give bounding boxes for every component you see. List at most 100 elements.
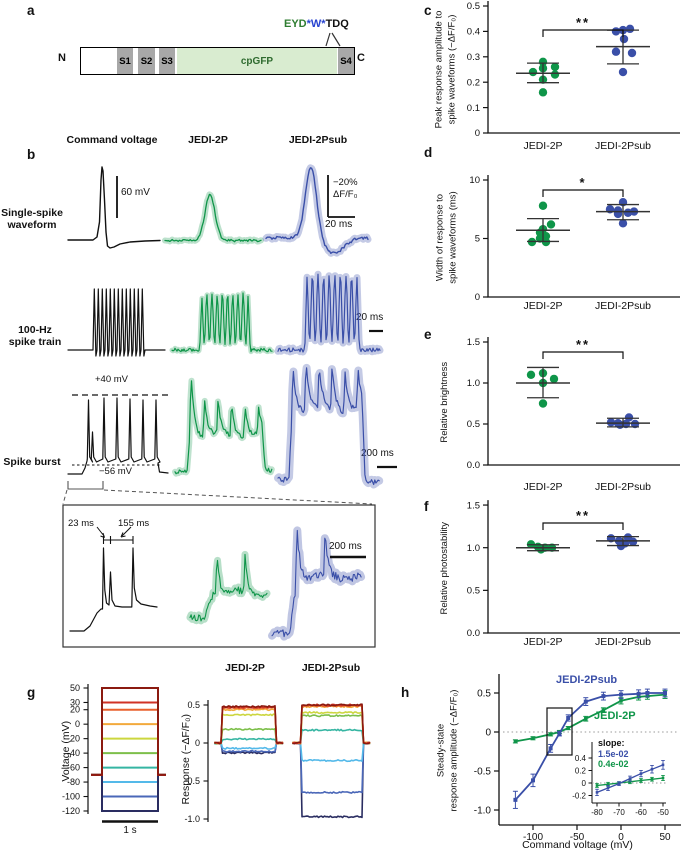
g-header-jedi2psub: JEDI-2Psub [301,662,361,674]
inset-y-tick-label: 0.4 [575,754,587,763]
arrow-23ms [96,526,105,537]
jedi2psub-response--60mv [292,728,371,745]
h-x-tick-label: 50 [659,832,671,843]
voltage-step-50mv [91,687,166,776]
inset-y-tick-label: -0.2 [572,791,586,800]
inset-slope-block: slope: 1.5e-02 0.4e-02 [598,738,629,770]
inset-label-23ms: 23 ms [68,518,94,529]
mutation-label-black: TDQ [325,18,349,30]
panel-letter-f: f [424,499,429,514]
voltage-tick-label: 50 [70,683,80,693]
h-x-tick-label: 0 [618,832,624,843]
data-point-JEDI-2P [550,70,560,79]
jedi2p-iv-marker [548,732,553,737]
data-point-JEDI-2P [528,67,538,77]
inset-jedi2p-marker [639,779,643,782]
y-tick-label: 0.0 [467,628,480,639]
category-label: JEDI-2Psub [595,481,651,493]
h-x-tick-label: -50 [570,832,585,843]
panel-letter-d: d [424,145,433,160]
axis [487,175,680,298]
inset-jedi2psub-marker [595,791,599,794]
mutation-pointer-lines [325,32,341,47]
y-tick-label: 1.0 [467,378,480,389]
inset-jedi2p-marker [606,782,610,786]
jedi2psub-iv-marker [636,691,641,696]
jedi2psub-iv-marker [619,692,623,697]
inset-jedi2psub-trace-band [268,526,366,641]
protein-n-terminus: N [58,52,66,64]
command-single-spike [67,166,161,249]
data-point-JEDI-2Psub [623,208,633,217]
jedi2psub-iv-marker [583,699,588,704]
inset-label-155ms: 155 ms [118,518,150,529]
row-label-single-spike-line1: Single-spike [1,207,63,219]
voltage-tick-label: -80 [67,777,80,787]
inset-jedi2p-marker [661,776,665,780]
h-y-tick-label: 0 [485,728,491,739]
inset-jedi2psub-marker [617,782,621,785]
voltage-tick-label: 20 [70,705,80,715]
h-y-tick-label: -0.5 [474,767,492,778]
voltage-tick-label: 30 [70,697,80,707]
row-label-spike-burst: Spike burst [3,456,61,468]
panel-letter-a: a [27,3,35,18]
significance-bracket [542,522,624,530]
data-point-JEDI-2Psub [618,219,628,228]
jedi2psub-response--80mv [292,741,371,763]
row-label-spike-train-line2: spike train [8,336,62,348]
col-header-jedi2p: JEDI-2P [188,134,228,146]
y-tick-label: 5 [475,234,480,245]
arrow-155ms [121,526,132,537]
data-point-JEDI-2P [546,220,556,229]
jedi2p-response--100mv [214,741,284,753]
jedi2psub-response-30mv [292,703,371,745]
jedi2p-response--20mv [214,713,284,745]
domain-s4: S4 [338,48,354,74]
g-header-jedi2p: JEDI-2P [225,662,265,674]
data-point-JEDI-2P [550,62,560,72]
voltage-step--120mv [91,773,166,812]
inset-label-200ms: 200 ms [329,541,362,552]
category-label: JEDI-2P [523,140,562,152]
command-spike-burst [67,397,169,475]
y-tick-label: 0 [475,292,480,303]
jedi2p-spike-burst [174,380,273,475]
jedi2p-response-50mv [214,705,284,745]
arrowhead [120,535,126,538]
response-tick-label: 0.5 [187,700,200,710]
jedi2p-iv-marker [513,739,518,744]
response-tick-label: 0 [195,738,200,748]
y-tick-label: 0.2 [467,77,480,88]
panel-h-chart: 0.5 0 -0.5 -1.0 -100 -50 0 50 0.4 0.2 0 -0.2 -80 -70 -… [474,674,681,843]
series-label-jedi2p: JEDI-2P [594,710,636,722]
jedi2psub-response--40mv [292,714,371,745]
inset-jedi2p-trace [189,553,268,622]
category-label: JEDI-2Psub [595,636,651,648]
data-point-JEDI-2P [538,201,548,210]
significance-stars: ** [576,15,590,30]
y-tick-label: 0.5 [467,586,480,597]
panel-b-traces [62,164,397,648]
panel-e-chart: 0.0 0.5 1.0 1.5 JEDI-2P JEDI-2Psub ** [467,337,680,493]
row-label-single-spike: Single-spike waveform [0,207,64,231]
inset-jedi2psub-marker [639,772,643,775]
y-tick-label: 1.5 [467,337,480,348]
significance-bracket [542,351,624,359]
scalebar-label-df: −20% ΔF/F₀ [333,177,358,200]
h-y-tick-label: 0.5 [477,689,491,700]
panel-letter-e: e [424,327,432,342]
data-point-JEDI-2Psub [628,537,638,546]
inset-x-tick-label: -70 [613,808,625,817]
mutation-label-blue: *W* [306,18,326,30]
jedi2p-response--60mv [214,737,284,745]
category-label: JEDI-2P [523,300,562,312]
y-tick-label: 1.5 [467,500,480,511]
data-point-JEDI-2Psub [619,34,629,44]
y-tick-label: 0.1 [467,103,480,114]
zoom-dash-right [103,489,373,505]
significance-stars: ** [576,337,590,352]
jedi2psub-iv-marker [531,778,535,783]
inset-command-trace [69,547,158,632]
scalebar-label-200ms-row3: 200 ms [361,448,394,459]
